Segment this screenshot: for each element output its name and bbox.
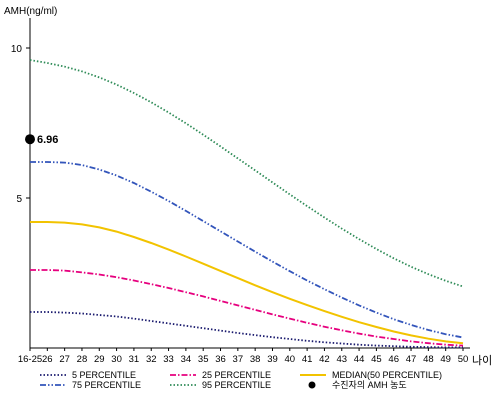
legend-label: 5 PERCENTILE (72, 370, 136, 380)
x-tick-label: 49 (440, 354, 451, 365)
x-tick-label: 30 (111, 354, 122, 365)
legend-label: 75 PERCENTILE (72, 380, 141, 390)
x-tick-label: 42 (319, 354, 330, 365)
series-line (30, 311, 463, 349)
series-line (30, 269, 464, 347)
x-tick-label: 32 (146, 354, 157, 365)
x-tick-label: 43 (336, 354, 347, 365)
x-tick-label: 45 (371, 354, 382, 365)
x-tick-label: 38 (250, 354, 261, 365)
y-tick-label: 10 (11, 44, 23, 55)
series-line (29, 59, 464, 288)
patient-amh-value-label: 6.96 (37, 134, 58, 146)
legend-label: 95 PERCENTILE (202, 380, 271, 390)
series-line (30, 161, 464, 339)
legend-label: MEDIAN(50 PERCENTILE) (332, 370, 442, 380)
axes: AMH(ng/ml) 나이 (4, 6, 492, 367)
legend-patient-label: 수진자의 AMH 농도 (332, 380, 407, 390)
y-axis-label: AMH(ng/ml) (4, 6, 57, 17)
series-lines (29, 59, 464, 349)
x-tick-label: 28 (77, 354, 88, 365)
x-tick-label: 36 (215, 354, 226, 365)
x-tick-label: 27 (59, 354, 70, 365)
legend-label: 25 PERCENTILE (202, 370, 271, 380)
x-tick-label: 31 (129, 354, 140, 365)
x-tick-label: 33 (163, 354, 174, 365)
patient-amh-point (25, 134, 35, 145)
x-tick-label: 37 (233, 354, 244, 365)
y-tick-label: 5 (16, 194, 22, 205)
x-tick-label: 47 (406, 354, 417, 365)
x-ticks: 16-25 26 27 28 29 30 31 32 33 34 35 36 37 38 39 40 41 42 4… (18, 348, 468, 365)
legend: 5 PERCENTILE 25 PERCENTILE MEDIAN(50 PERCE… (40, 370, 442, 390)
x-tick-label: 50 (458, 354, 469, 365)
x-tick-label: 44 (354, 354, 365, 365)
legend-patient-marker (308, 381, 316, 389)
x-tick-label: 46 (388, 354, 399, 365)
patient-point: 6.96 (25, 134, 58, 146)
x-tick-label: 34 (181, 354, 192, 365)
x-tick-label: 29 (94, 354, 105, 365)
y-ticks: 5 10 (11, 44, 30, 205)
x-tick-label: 41 (302, 354, 313, 365)
x-tick-label: 39 (267, 354, 278, 365)
x-tick-label: 48 (423, 354, 434, 365)
x-axis-label: 나이 (472, 354, 492, 367)
x-tick-label: 26 (42, 354, 53, 365)
x-tick-label: 35 (198, 354, 209, 365)
x-tick-label: 40 (285, 354, 296, 365)
x-tick-label: 16-25 (18, 354, 42, 365)
series-line (30, 221, 464, 345)
